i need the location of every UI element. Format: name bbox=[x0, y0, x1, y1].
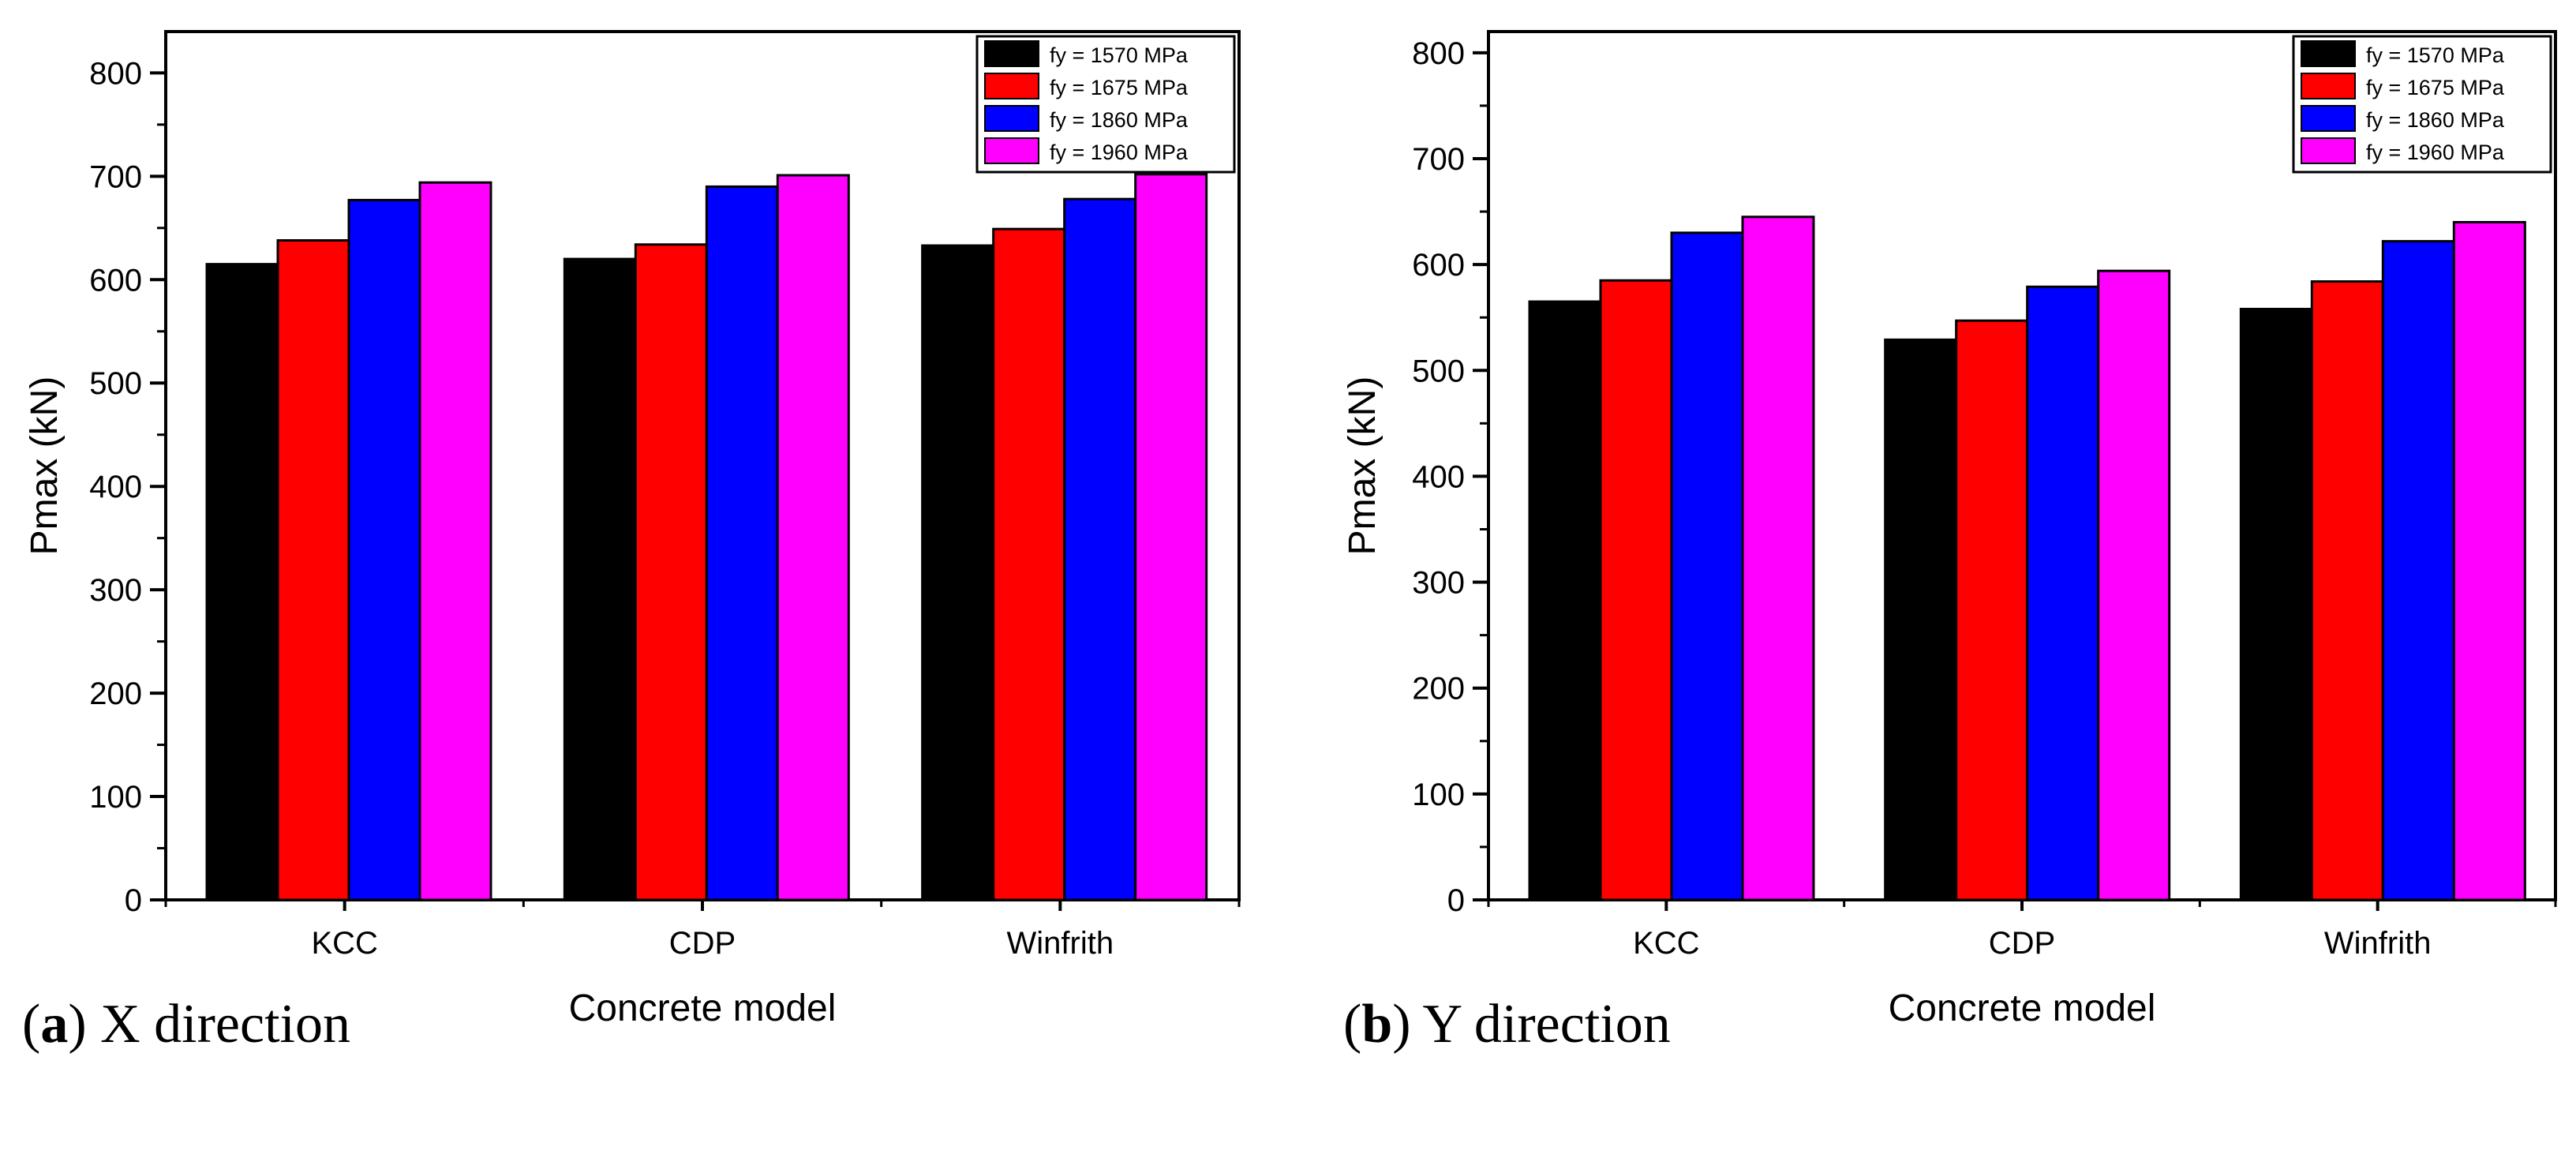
bar-kcc-series-4 bbox=[1741, 215, 1815, 901]
legend-swatch bbox=[2301, 105, 2356, 132]
chart-panel-a: 0 100 200 300 400 500 600 700 800 KCC CDP Winfrith… bbox=[22, 30, 1241, 1055]
bar-cdp-series-3 bbox=[2026, 285, 2100, 901]
caption-letter: a bbox=[40, 994, 68, 1055]
legend-swatch bbox=[984, 137, 1039, 164]
bar-winfrith-series-4 bbox=[2452, 220, 2526, 901]
legend-label: fy = 1960 MPa bbox=[1050, 141, 1189, 164]
x-tick-label: CDP bbox=[1989, 926, 2055, 961]
y-tick-label: 600 bbox=[89, 263, 142, 298]
bar-cdp-series-3 bbox=[705, 185, 779, 901]
y-tick-label: 600 bbox=[1412, 248, 1465, 283]
y-tick-label: 700 bbox=[1412, 142, 1465, 177]
y-tick-label: 700 bbox=[89, 159, 142, 194]
bar-kcc-series-1 bbox=[1528, 300, 1602, 901]
y-tick-label: 0 bbox=[1447, 883, 1465, 918]
caption-text: Y direction bbox=[1422, 994, 1670, 1055]
y-tick-label: 200 bbox=[89, 676, 142, 711]
legend-label: fy = 1570 MPa bbox=[1050, 43, 1189, 67]
y-tick-label: 100 bbox=[89, 780, 142, 815]
bar-winfrith-series-2 bbox=[2310, 280, 2384, 901]
legend-label: fy = 1675 MPa bbox=[2366, 76, 2505, 99]
legend-swatch bbox=[984, 40, 1039, 67]
y-tick-label: 800 bbox=[1412, 36, 1465, 71]
bar-winfrith-series-2 bbox=[992, 227, 1066, 901]
bar-kcc-series-3 bbox=[347, 198, 421, 901]
bar-winfrith-series-1 bbox=[921, 244, 995, 901]
x-tick-label: KCC bbox=[1633, 926, 1699, 961]
bar-winfrith-series-3 bbox=[1063, 197, 1137, 901]
x-axis-label: Concrete model bbox=[1889, 987, 2156, 1029]
bar-kcc-series-2 bbox=[276, 239, 350, 901]
caption-text: X direction bbox=[100, 994, 350, 1055]
bar-winfrith-series-3 bbox=[2381, 240, 2455, 901]
bar-kcc-series-1 bbox=[205, 263, 279, 901]
y-axis-label: Pmax (kN) bbox=[24, 377, 66, 556]
bar-cdp-series-2 bbox=[1955, 319, 2029, 901]
x-tick-label: CDP bbox=[669, 926, 736, 961]
legend: fy = 1570 MPa fy = 1675 MPa fy = 1860 MPa f… bbox=[975, 35, 1236, 174]
legend-label: fy = 1960 MPa bbox=[2366, 141, 2505, 164]
y-axis-label: Pmax (kN) bbox=[1342, 377, 1383, 556]
legend-label: fy = 1675 MPa bbox=[1050, 76, 1189, 99]
panel-caption: (a) X direction bbox=[22, 994, 350, 1055]
y-tick-label: 800 bbox=[89, 56, 142, 91]
y-tick-label: 0 bbox=[125, 883, 142, 918]
legend-swatch bbox=[2301, 40, 2356, 67]
y-tick-label: 100 bbox=[1412, 778, 1465, 812]
bar-cdp-series-1 bbox=[563, 257, 637, 901]
bar-kcc-series-4 bbox=[418, 181, 492, 901]
bar-cdp-series-4 bbox=[776, 174, 850, 901]
legend-swatch bbox=[984, 73, 1039, 99]
bar-cdp-series-4 bbox=[2097, 269, 2171, 901]
bar-kcc-series-2 bbox=[1599, 279, 1673, 901]
y-tick-label: 300 bbox=[89, 573, 142, 608]
y-tick-label: 500 bbox=[89, 366, 142, 401]
x-axis-label: Concrete model bbox=[569, 987, 837, 1029]
x-tick-label: KCC bbox=[311, 926, 377, 961]
y-tick-label: 300 bbox=[1412, 566, 1465, 601]
bar-winfrith-series-4 bbox=[1134, 173, 1208, 901]
chart-panel-b: 0 100 200 300 400 500 600 700 800 KCC CDP Winfrith… bbox=[1342, 30, 2557, 1055]
y-tick-label: 400 bbox=[89, 470, 142, 504]
y-tick-label: 400 bbox=[1412, 459, 1465, 494]
bar-cdp-series-2 bbox=[634, 243, 708, 901]
legend-label: fy = 1860 MPa bbox=[1050, 108, 1189, 132]
bar-kcc-series-3 bbox=[1670, 231, 1744, 901]
caption-letter: b bbox=[1361, 994, 1392, 1055]
x-tick-label: Winfrith bbox=[1007, 926, 1114, 961]
y-tick-label: 200 bbox=[1412, 672, 1465, 706]
x-tick-label: Winfrith bbox=[2324, 926, 2432, 961]
panel-caption: (b) Y direction bbox=[1343, 994, 1671, 1055]
bar-winfrith-series-1 bbox=[2239, 307, 2313, 901]
legend-swatch bbox=[2301, 73, 2356, 99]
legend: fy = 1570 MPa fy = 1675 MPa fy = 1860 MPa f… bbox=[2292, 35, 2552, 174]
legend-label: fy = 1860 MPa bbox=[2366, 108, 2505, 132]
legend-swatch bbox=[2301, 137, 2356, 164]
bar-cdp-series-1 bbox=[1884, 338, 1958, 901]
legend-swatch bbox=[984, 105, 1039, 132]
y-tick-label: 500 bbox=[1412, 354, 1465, 388]
legend-label: fy = 1570 MPa bbox=[2366, 43, 2505, 67]
